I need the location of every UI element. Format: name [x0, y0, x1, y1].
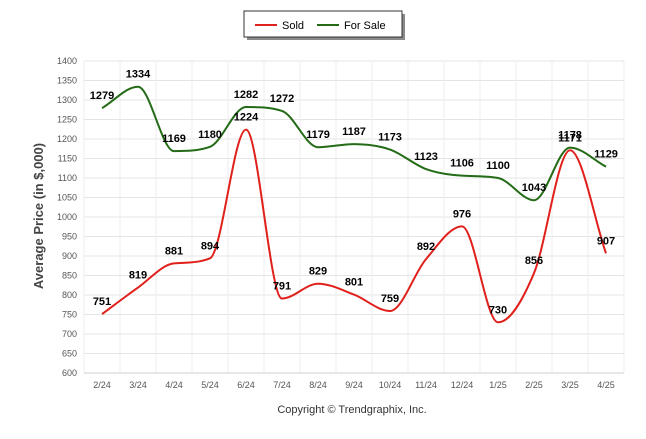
data-label-for-sale: 1100 [486, 160, 510, 172]
y-tick-label: 1050 [57, 193, 77, 203]
y-tick-label: 1400 [57, 56, 77, 66]
legend-label-sold: Sold [282, 20, 304, 32]
data-label-sold: 829 [309, 266, 327, 278]
data-label-for-sale: 1187 [342, 126, 366, 138]
x-tick-label: 6/24 [237, 380, 255, 390]
data-labels: 1279 1334 1169 1180 1282 1272 1179 1187 1173 1123… [90, 69, 618, 317]
x-tick-label: 1/25 [489, 380, 507, 390]
data-label-sold: 892 [417, 241, 435, 253]
data-label-sold: 791 [273, 281, 291, 293]
x-tick-label: 12/24 [451, 380, 474, 390]
x-tick-label: 4/25 [597, 380, 615, 390]
y-tick-label: 950 [62, 232, 77, 242]
y-tick-label: 650 [62, 349, 77, 359]
data-label-sold: 819 [129, 270, 147, 282]
series-line-sold [101, 128, 607, 324]
x-tick-label: 3/24 [129, 380, 147, 390]
data-label-sold: 1224 [234, 112, 259, 124]
x-tick-label: 7/24 [273, 380, 291, 390]
data-label-for-sale: 1179 [306, 129, 330, 141]
data-label-for-sale: 1272 [270, 93, 294, 105]
y-tick-label: 700 [62, 329, 77, 339]
y-tick-label: 1200 [57, 134, 77, 144]
data-label-sold: 856 [525, 255, 543, 267]
data-label-for-sale: 1123 [414, 151, 438, 163]
data-label-sold: 976 [453, 208, 471, 220]
x-tick-label: 11/24 [415, 380, 437, 390]
data-label-for-sale: 1334 [126, 69, 151, 81]
data-label-sold: 730 [489, 304, 507, 316]
data-label-for-sale: 1173 [378, 132, 402, 144]
data-label-for-sale: 1106 [450, 158, 474, 170]
data-label-sold: 881 [165, 245, 183, 257]
data-label-sold: 907 [597, 235, 615, 247]
y-axis-title: Average Price (in $,000) [31, 143, 46, 289]
x-tick-label: 3/25 [561, 380, 579, 390]
x-tick-label: 2/25 [525, 380, 543, 390]
y-tick-label: 1150 [58, 154, 77, 164]
data-label-for-sale: 1178 [558, 130, 582, 142]
grid-lines [83, 60, 625, 374]
y-tick-label: 900 [62, 251, 77, 261]
y-tick-label: 850 [62, 271, 77, 281]
series-lines [101, 85, 607, 324]
data-label-sold: 894 [201, 240, 220, 252]
x-tick-label: 9/24 [345, 380, 363, 390]
y-axis-ticks: 600 650 700 750 800 850 900 950 1000 1050 1100 1150… [57, 56, 77, 378]
data-label-for-sale: 1282 [234, 89, 258, 101]
data-label-for-sale: 1180 [198, 129, 222, 141]
legend: Sold For Sale [243, 10, 405, 40]
data-label-sold: 1171 [558, 132, 582, 144]
legend-label-for-sale: For Sale [344, 20, 386, 32]
data-label-for-sale: 1043 [522, 182, 546, 194]
y-tick-label: 1350 [57, 76, 77, 86]
x-tick-label: 4/24 [165, 380, 183, 390]
x-tick-label: 5/24 [201, 380, 219, 390]
series-line-for-sale [101, 85, 607, 202]
y-tick-label: 600 [62, 368, 77, 378]
y-tick-label: 1300 [57, 95, 77, 105]
y-tick-label: 1100 [58, 173, 77, 183]
copyright-credit: Copyright © Trendgraphix, Inc. [277, 404, 426, 416]
y-tick-label: 1000 [57, 212, 77, 222]
data-label-sold: 759 [381, 293, 399, 305]
y-tick-label: 1250 [57, 115, 77, 125]
data-label-sold: 751 [93, 296, 111, 308]
x-tick-label: 10/24 [379, 380, 402, 390]
x-tick-label: 2/24 [93, 380, 111, 390]
x-tick-label: 8/24 [309, 380, 327, 390]
y-tick-label: 750 [62, 310, 77, 320]
data-label-for-sale: 1279 [90, 90, 114, 102]
y-tick-label: 800 [62, 290, 77, 300]
data-label-sold: 801 [345, 277, 363, 289]
data-label-for-sale: 1169 [162, 133, 186, 145]
x-axis-ticks: 2/24 3/24 4/24 5/24 6/24 7/24 8/24 9/24 10/24 11/… [93, 380, 615, 390]
data-label-for-sale: 1129 [594, 149, 618, 161]
